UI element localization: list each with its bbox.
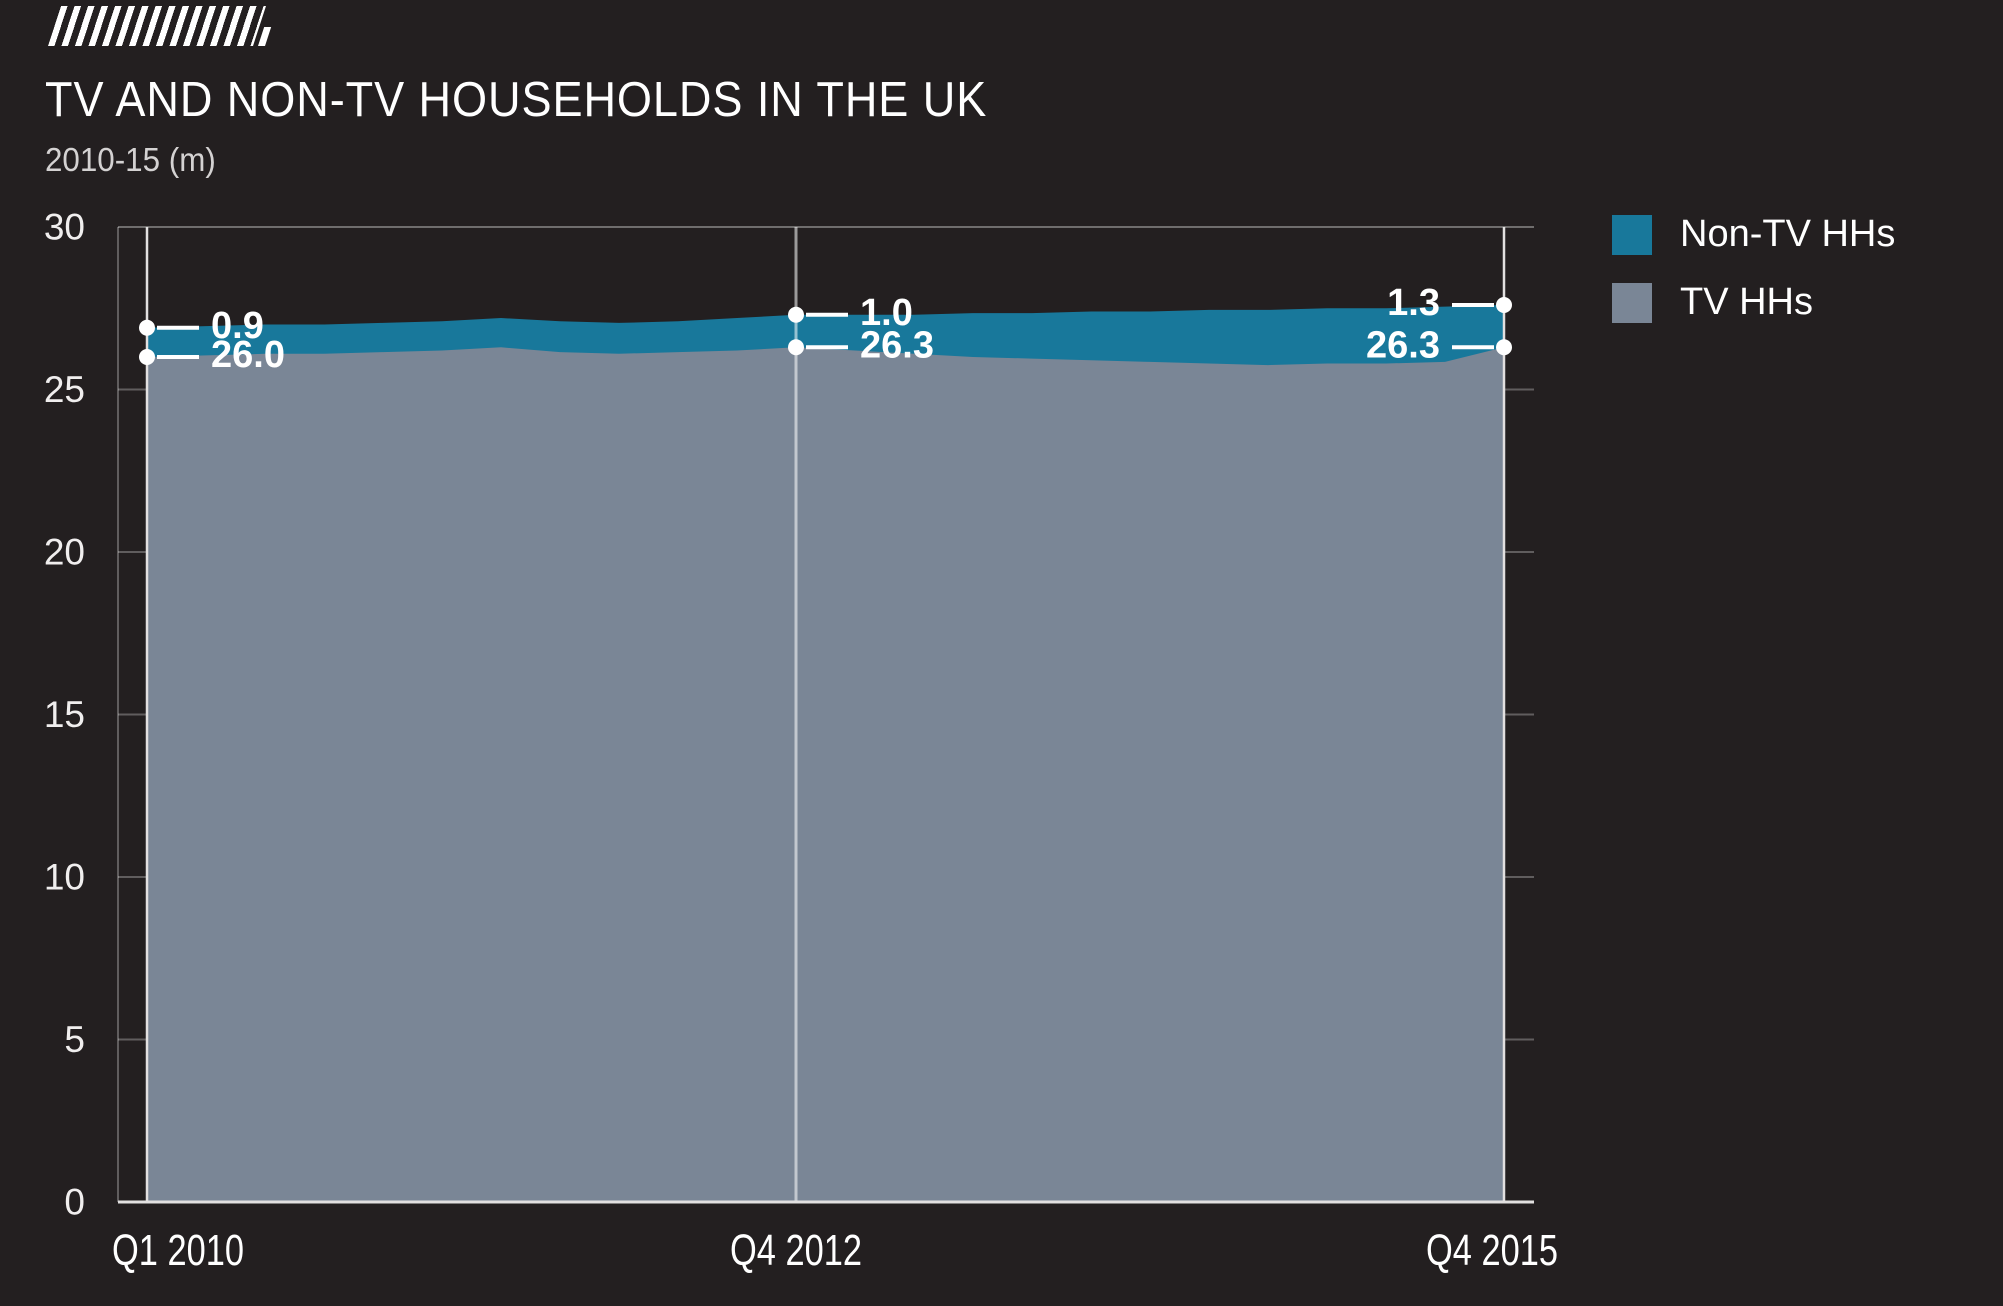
y-axis-tick-label: 10 (44, 857, 85, 898)
tv-value-label: 26.0 (211, 334, 285, 376)
data-point-dot (139, 319, 155, 336)
tv-value-label: 26.3 (860, 324, 934, 366)
x-axis-tick-label: Q1 2010 (112, 1226, 244, 1275)
y-axis-tick-label: 20 (44, 532, 85, 573)
data-point-dot (788, 306, 804, 323)
tv-area (147, 347, 1504, 1202)
legend-item-non-tv: Non-TV HHs (1612, 213, 1895, 256)
data-point-dot (1496, 339, 1512, 356)
legend-label-non-tv: Non-TV HHs (1680, 213, 1896, 255)
non-tv-value-label: 0.9 (211, 305, 264, 347)
legend-item-tv: TV HHs (1612, 281, 1895, 324)
legend-swatch-tv (1612, 282, 1652, 323)
y-axis-tick-label: 5 (64, 1019, 85, 1060)
data-point-dot (139, 349, 155, 365)
y-axis-tick-label: 30 (44, 207, 85, 248)
legend: Non-TV HHs TV HHs (1612, 213, 1895, 324)
non-tv-value-label: 1.0 (860, 292, 913, 334)
x-axis-tick-label: Q4 2012 (730, 1226, 862, 1275)
data-point-dot (788, 339, 804, 356)
x-axis-tick-label: Q4 2015 (1426, 1226, 1558, 1275)
legend-swatch-non-tv (1612, 214, 1652, 255)
data-point-dot (1496, 297, 1512, 313)
non-tv-value-label: 1.3 (1387, 282, 1440, 324)
chart-subtitle: 2010-15 (m) (45, 141, 216, 178)
tv-value-label: 26.3 (1366, 324, 1440, 366)
legend-label-tv: TV HHs (1680, 281, 1813, 323)
y-axis-tick-label: 25 (44, 369, 85, 410)
y-axis-tick-label: 0 (64, 1182, 85, 1223)
y-axis-tick-label: 15 (44, 694, 85, 735)
chart-title: TV AND NON-TV HOUSEHOLDS IN THE UK (45, 73, 988, 127)
